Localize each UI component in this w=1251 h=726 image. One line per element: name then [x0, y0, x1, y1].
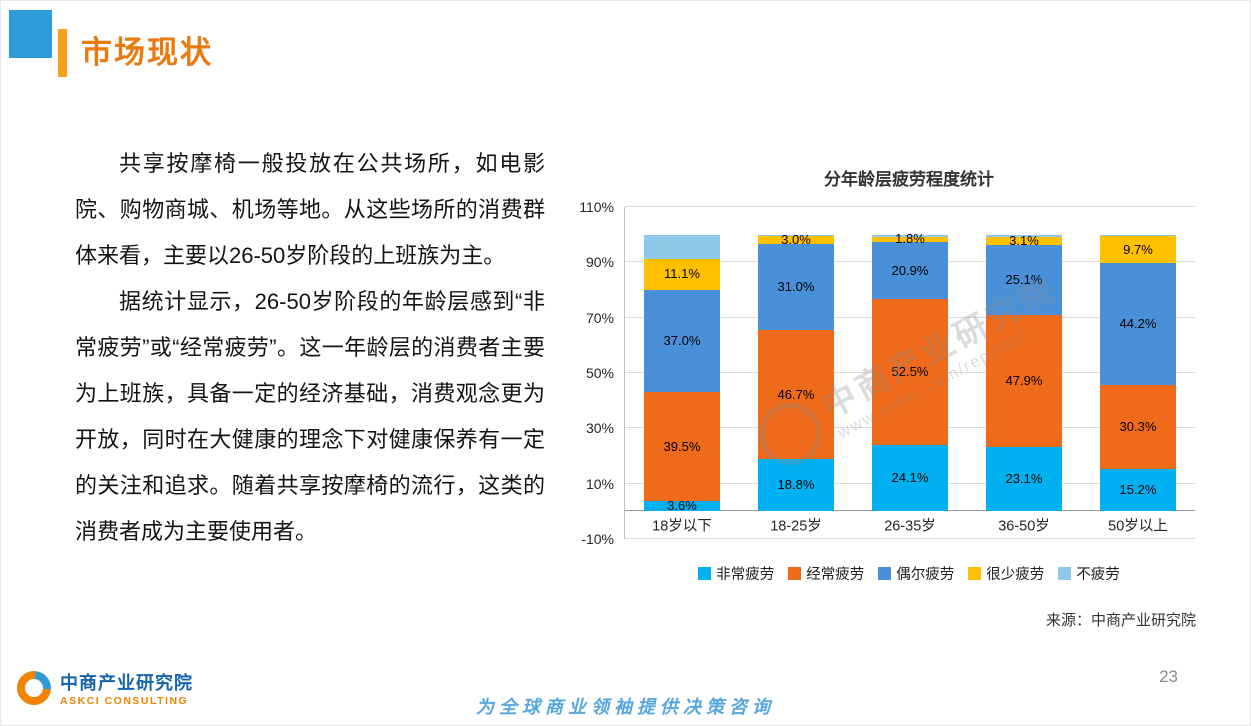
data-label: 23.1%	[1005, 471, 1043, 487]
y-tick-label: 50%	[585, 365, 614, 381]
bar-segment: 23.1%	[986, 447, 1062, 512]
y-tick-label: 70%	[585, 309, 614, 326]
bar-segment: 25.1%	[986, 245, 1062, 315]
bar-segment	[644, 234, 720, 260]
data-label: 3.1%	[1009, 233, 1039, 249]
legend-swatch	[1058, 567, 1072, 580]
data-label: 39.5%	[663, 438, 701, 454]
data-label: 37.0%	[663, 332, 701, 348]
bar-segment: 30.3%	[1100, 385, 1176, 470]
stacked-bar: 24.1% 52.5% 20.9% 1.8%	[872, 232, 948, 512]
data-label: 52.5%	[891, 364, 929, 380]
data-label: 15.2%	[1119, 482, 1157, 498]
bar-segment: 24.1%	[872, 444, 948, 512]
bar-segment: 44.2%	[1100, 263, 1176, 386]
legend-label: 经常疲劳	[806, 567, 865, 583]
data-label: 18.8%	[777, 477, 815, 493]
bar-segment: 20.9%	[872, 241, 948, 300]
bar-segment: 15.2%	[1100, 469, 1176, 512]
bar-segment: 37.0%	[644, 289, 720, 393]
bar-segment: 52.5%	[872, 299, 948, 445]
bar-segment: 3.6%	[644, 498, 720, 514]
chart: 分年龄层疲劳程度统计 110% 90% 70% 50% 30% 10% -10% 中商产业研…	[578, 159, 1204, 637]
gridline	[625, 206, 1195, 207]
bar-segment: 31.0%	[758, 244, 834, 331]
logo-text-block: 中商产业研究院 ASKCI CONSULTING	[60, 669, 193, 707]
x-tick-label: 18-25岁	[770, 518, 822, 535]
data-label: 31.0%	[777, 279, 815, 295]
logo-title: 中商产业研究院	[60, 673, 193, 693]
legend-swatch	[698, 567, 712, 580]
legend-swatch	[878, 567, 892, 580]
legend-item: 非常疲劳	[698, 563, 774, 584]
y-tick-label: 10%	[585, 475, 614, 492]
chart-title: 分年龄层疲劳程度统计	[824, 170, 994, 189]
legend-item: 经常疲劳	[788, 563, 864, 584]
chart-x-axis: 18岁以下 18-25岁 26-35岁 36-50岁 50岁以上	[625, 511, 1195, 539]
x-tick-label: 26-35岁	[884, 518, 936, 535]
legend-label: 非常疲劳	[716, 567, 775, 583]
data-label: 24.1%	[891, 470, 929, 485]
chart-legend: 非常疲劳 经常疲劳 偶尔疲劳 很少疲劳 不疲劳	[624, 563, 1194, 584]
bar-segment: 3.0%	[758, 232, 834, 248]
y-tick-label: 30%	[585, 420, 614, 437]
data-label: 11.1%	[664, 266, 700, 282]
y-tick-label: -10%	[581, 531, 614, 547]
legend-item: 偶尔疲劳	[878, 563, 954, 584]
bar-segment: 39.5%	[644, 392, 720, 502]
footer-logo: 中商产业研究院 ASKCI CONSULTING	[10, 664, 193, 712]
data-label: 47.9%	[1005, 373, 1043, 389]
legend-label: 偶尔疲劳	[896, 567, 955, 583]
x-tick-label: 50岁以上	[1108, 518, 1168, 535]
chart-source: 来源：中商产业研究院	[1045, 612, 1196, 629]
legend-item: 很少疲劳	[968, 563, 1044, 584]
bar-segment: 3.1%	[986, 233, 1062, 249]
data-label: 44.2%	[1119, 316, 1157, 332]
body-text: 共享按摩椅一般投放在公共场所，如电影院、购物商城、机场等地。从这些场所的消费群体…	[75, 141, 545, 555]
data-label: 46.7%	[777, 386, 815, 402]
footer-slogan: 为全球商业领袖提供决策咨询	[476, 697, 775, 717]
header-orange-bar	[58, 29, 67, 77]
legend-label: 很少疲劳	[986, 567, 1045, 583]
logo-subtitle: ASKCI CONSULTING	[60, 695, 189, 707]
bar-segment: 47.9%	[986, 314, 1062, 448]
stacked-bar: 15.2% 30.3% 44.2% 9.7%	[1100, 234, 1176, 512]
header-blue-square	[9, 10, 52, 58]
legend-swatch	[788, 567, 802, 580]
bar-segment: 46.7%	[758, 330, 834, 460]
x-tick-label: 36-50岁	[998, 518, 1050, 535]
page-number: 23	[1159, 667, 1178, 686]
paragraph-1: 共享按摩椅一般投放在公共场所，如电影院、购物商城、机场等地。从这些场所的消费群体…	[75, 151, 545, 268]
data-label: 9.7%	[1123, 241, 1153, 257]
bar-segment: 1.8%	[872, 232, 948, 246]
bar-segment	[872, 234, 948, 237]
data-label: 1.8%	[895, 231, 925, 247]
gridline	[625, 538, 1195, 539]
bar-segment	[1100, 234, 1176, 237]
stacked-bar: 3.6% 39.5% 37.0% 11.1%	[644, 234, 720, 514]
bar-segment	[986, 234, 1062, 237]
y-tick-label: 110%	[579, 199, 614, 215]
data-label: 25.1%	[1005, 272, 1043, 288]
stacked-bar: 18.8% 46.7% 31.0% 3.0%	[758, 232, 834, 512]
chart-plot: 中商产业研究院 www.askci.com/reports/ 18岁以下 18-2…	[624, 206, 1195, 539]
bar-segment	[758, 234, 834, 237]
legend-swatch	[968, 567, 982, 580]
y-tick-label: 90%	[585, 254, 614, 271]
data-label: 30.3%	[1119, 419, 1157, 435]
paragraph-2: 据统计显示，26-50岁阶段的年龄层感到“非常疲劳”或“经常疲劳”。这一年龄层的…	[75, 289, 545, 544]
legend-label: 不疲劳	[1076, 567, 1120, 583]
x-tick-label: 18岁以下	[652, 518, 712, 535]
slide-title: 市场现状	[81, 35, 213, 70]
data-label: 3.6%	[667, 498, 697, 514]
bar-segment: 9.7%	[1100, 236, 1176, 264]
stacked-bar: 23.1% 47.9% 25.1% 3.1%	[986, 233, 1062, 512]
bar-segment: 18.8%	[758, 459, 834, 512]
data-label: 20.9%	[891, 262, 929, 278]
chart-y-axis: 110% 90% 70% 50% 30% 10% -10%	[578, 199, 620, 547]
data-label: 3.0%	[781, 232, 811, 248]
legend-item: 不疲劳	[1058, 563, 1120, 584]
bar-segment: 11.1%	[644, 259, 720, 290]
